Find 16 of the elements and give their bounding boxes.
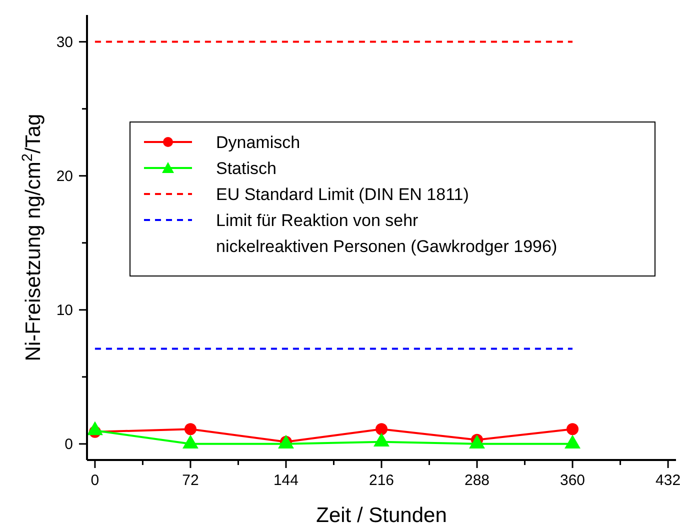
y-tick-label: 10 [56,302,73,319]
y-tick-label: 30 [56,34,73,51]
x-tick-label: 0 [90,472,100,489]
x-axis-title: Zeit / Stunden [316,504,447,526]
legend-label: EU Standard Limit (DIN EN 1811) [216,185,469,204]
legend-label: Dynamisch [216,133,300,152]
y-tick-label: 20 [56,168,73,185]
x-tick-label: 288 [464,472,490,489]
legend-label: Statisch [216,159,276,178]
x-tick-label: 432 [656,472,680,489]
x-tick-label: 72 [182,472,199,489]
x-tick-label: 144 [273,472,298,489]
x-tick-label: 360 [560,472,586,489]
y-tick-label: 0 [64,436,73,453]
legend-label: Limit für Reaktion von sehr nickelreaktiven Personen (Gawkrodger 1996) [216,211,558,256]
x-tick-label: 216 [368,472,394,489]
